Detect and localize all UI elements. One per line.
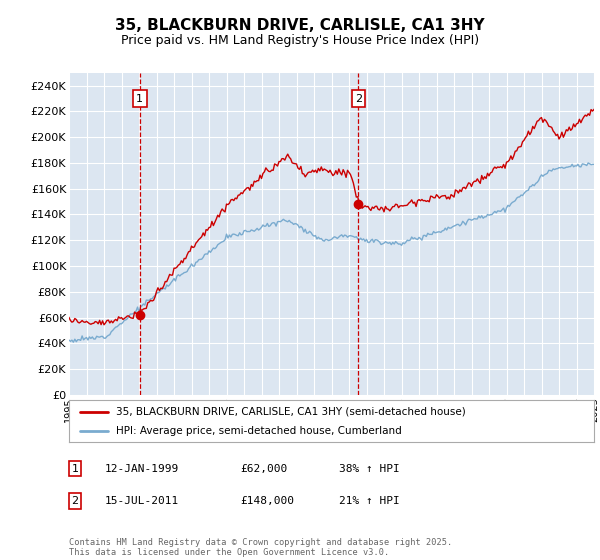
Text: £148,000: £148,000 <box>240 496 294 506</box>
Text: 38% ↑ HPI: 38% ↑ HPI <box>339 464 400 474</box>
Text: 2: 2 <box>71 496 79 506</box>
Text: 12-JAN-1999: 12-JAN-1999 <box>105 464 179 474</box>
Text: Contains HM Land Registry data © Crown copyright and database right 2025.
This d: Contains HM Land Registry data © Crown c… <box>69 538 452 557</box>
Text: Price paid vs. HM Land Registry's House Price Index (HPI): Price paid vs. HM Land Registry's House … <box>121 34 479 47</box>
Text: 2: 2 <box>355 94 362 104</box>
Text: 1: 1 <box>71 464 79 474</box>
Text: HPI: Average price, semi-detached house, Cumberland: HPI: Average price, semi-detached house,… <box>116 426 402 436</box>
Text: 35, BLACKBURN DRIVE, CARLISLE, CA1 3HY: 35, BLACKBURN DRIVE, CARLISLE, CA1 3HY <box>115 18 485 32</box>
Text: 15-JUL-2011: 15-JUL-2011 <box>105 496 179 506</box>
Text: 35, BLACKBURN DRIVE, CARLISLE, CA1 3HY (semi-detached house): 35, BLACKBURN DRIVE, CARLISLE, CA1 3HY (… <box>116 407 466 417</box>
Text: £62,000: £62,000 <box>240 464 287 474</box>
Text: 1: 1 <box>136 94 143 104</box>
Text: 21% ↑ HPI: 21% ↑ HPI <box>339 496 400 506</box>
